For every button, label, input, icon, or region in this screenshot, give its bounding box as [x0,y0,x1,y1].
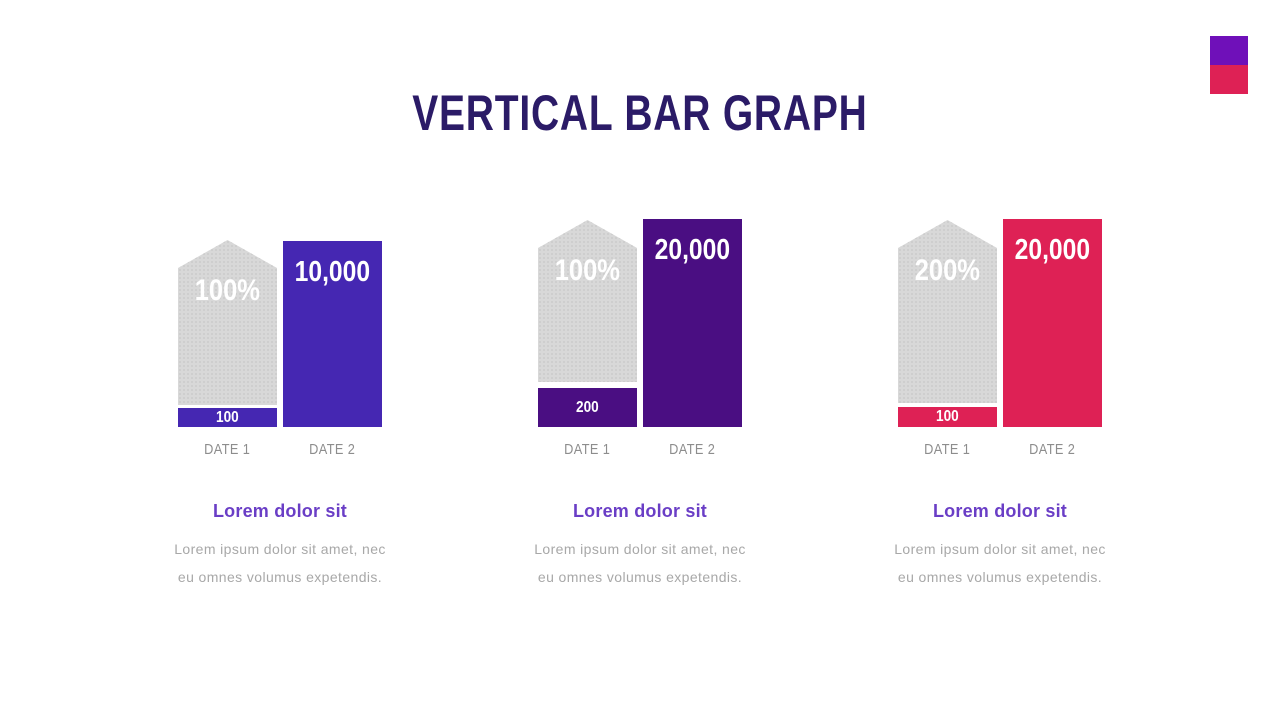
group-body-line: Lorem ipsum dolor sit amet, nec [534,541,746,557]
group-heading: Lorem dolor sit [212,501,347,521]
date-label-1: DATE 1 [564,441,611,458]
percent-label: 200% [914,254,981,287]
date-label-1: DATE 1 [924,441,971,458]
group-body-line: eu omnes volumus expetendis. [897,569,1103,585]
group-heading: Lorem dolor sit [572,501,707,521]
value-bar: 10,000 [283,241,382,427]
group-body-line: eu omnes volumus expetendis. [537,569,743,585]
chart-group-1: 100% 100 10,000 DATE 1 DATE 2 Lorem dolo… [174,219,385,589]
base-value-label: 100 [216,408,239,426]
group-heading: Lorem dolor sit [932,501,1067,521]
base-value-strip: 100 [178,408,277,427]
chart-group-2: 100% 200 20,000 DATE 1 DATE 2 Lorem dolo… [534,219,745,589]
date-label-2: DATE 2 [669,441,716,458]
date-label-2: DATE 2 [309,441,356,458]
value-label: 20,000 [1014,234,1091,266]
percent-label: 100% [194,274,261,307]
value-bar: 20,000 [1003,219,1102,427]
page-title: VERTICAL BAR GRAPH [412,85,868,141]
group-body-line: eu omnes volumus expetendis. [177,569,383,585]
value-bar: 20,000 [643,219,742,427]
chart-group-3: 200% 100 20,000 DATE 1 DATE 2 Lorem dolo… [894,219,1105,589]
date-label-1: DATE 1 [204,441,251,458]
base-value-label: 100 [936,408,959,425]
base-value-strip: 100 [898,407,997,427]
group-body-line: Lorem ipsum dolor sit amet, nec [174,541,386,557]
group-body-line: Lorem ipsum dolor sit amet, nec [894,541,1106,557]
date-label-2: DATE 2 [1029,441,1076,458]
gray-arrow-bar: 100% [178,240,277,405]
corner-accent-pink-square [1210,65,1248,94]
gray-arrow-bar: 200% [898,220,997,403]
value-label: 10,000 [294,256,371,288]
percent-label: 100% [554,254,621,287]
base-value-label: 200 [576,398,599,416]
base-value-strip: 200 [538,388,637,427]
value-label: 20,000 [654,234,731,266]
title-wrap: VERTICAL BAR GRAPH [0,84,1280,142]
gray-arrow-bar: 100% [538,220,637,382]
corner-accent-purple-square [1210,36,1248,65]
